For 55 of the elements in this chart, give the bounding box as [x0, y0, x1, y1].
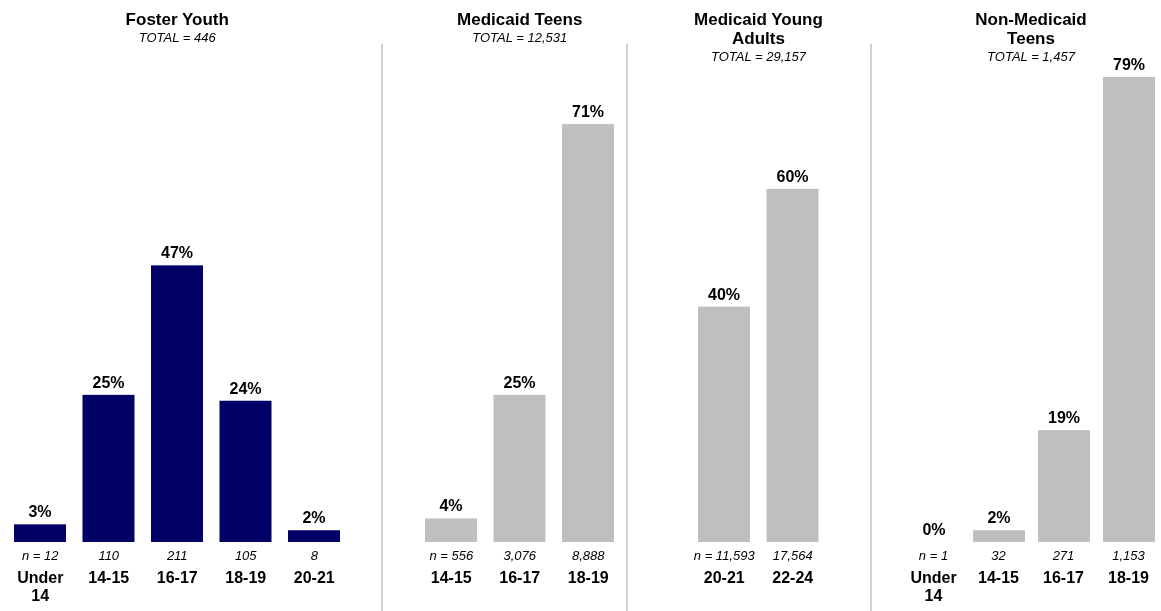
text: 8	[310, 548, 319, 563]
x-tick-label: Under 14	[910, 569, 957, 604]
bar	[82, 394, 135, 542]
text: 271	[1051, 548, 1075, 563]
x-tick-label: 14-15	[430, 569, 472, 586]
x-tick-label: 18-19	[1108, 569, 1150, 586]
text: 211	[165, 548, 188, 563]
data-label: 25%	[92, 373, 125, 391]
text: n = 12	[21, 548, 60, 563]
chart-subtitle: TOTAL = 1,457	[986, 48, 1077, 65]
chart-title: Medicaid Teens	[457, 10, 583, 29]
text: 8,888	[571, 548, 606, 563]
bar	[288, 530, 340, 542]
bar	[14, 524, 66, 542]
chart-subtitle: TOTAL = 29,157	[709, 48, 808, 65]
text: n = 556	[429, 548, 474, 563]
x-tick-label: 14-15	[88, 569, 130, 586]
chart-title: Non-Medicaid Teens	[975, 10, 1087, 48]
data-label: 47%	[160, 244, 194, 262]
x-tick-label: 20-21	[703, 569, 745, 586]
text: 110	[98, 548, 120, 563]
chart-title: Foster Youth	[125, 10, 229, 29]
chart-title: Medicaid Young Adults	[694, 10, 823, 48]
x-tick-label: 16-17	[499, 569, 541, 586]
bar	[219, 400, 272, 542]
text: 1,153	[1112, 548, 1146, 563]
data-label: 40%	[707, 285, 741, 303]
chart-subtitle: TOTAL = 12,531	[471, 29, 569, 46]
bar	[151, 265, 203, 542]
data-label: 2%	[987, 509, 1011, 527]
data-label: 2%	[302, 509, 326, 527]
x-tick-label: 18-19	[225, 569, 267, 586]
data-label: 79%	[1112, 56, 1146, 73]
x-tick-label: 20-21	[293, 569, 335, 586]
x-tick-label: 22-24	[772, 569, 814, 586]
data-label: 25%	[503, 373, 536, 391]
text: 105	[234, 548, 258, 563]
data-label: 3%	[28, 503, 52, 521]
chart-subtitle: TOTAL = 446	[137, 29, 217, 46]
data-label: 19%	[1047, 409, 1081, 427]
data-label: 60%	[776, 167, 809, 185]
data-label: 4%	[439, 497, 463, 515]
text: 17,564	[772, 548, 813, 563]
data-label: 24%	[229, 379, 262, 397]
x-tick-label: 16-17	[1043, 569, 1085, 586]
text: n = 11,593	[693, 548, 756, 563]
x-tick-label: 16-17	[156, 569, 198, 586]
text: 3,076	[503, 548, 537, 563]
x-tick-label: 18-19	[567, 569, 609, 586]
text: n = 1	[918, 548, 949, 563]
x-tick-label: 14-15	[978, 569, 1020, 586]
data-label: 71%	[571, 103, 605, 121]
text: 32	[991, 548, 1007, 563]
x-tick-label: Under 14	[17, 569, 64, 604]
data-label: 0%	[922, 521, 946, 538]
